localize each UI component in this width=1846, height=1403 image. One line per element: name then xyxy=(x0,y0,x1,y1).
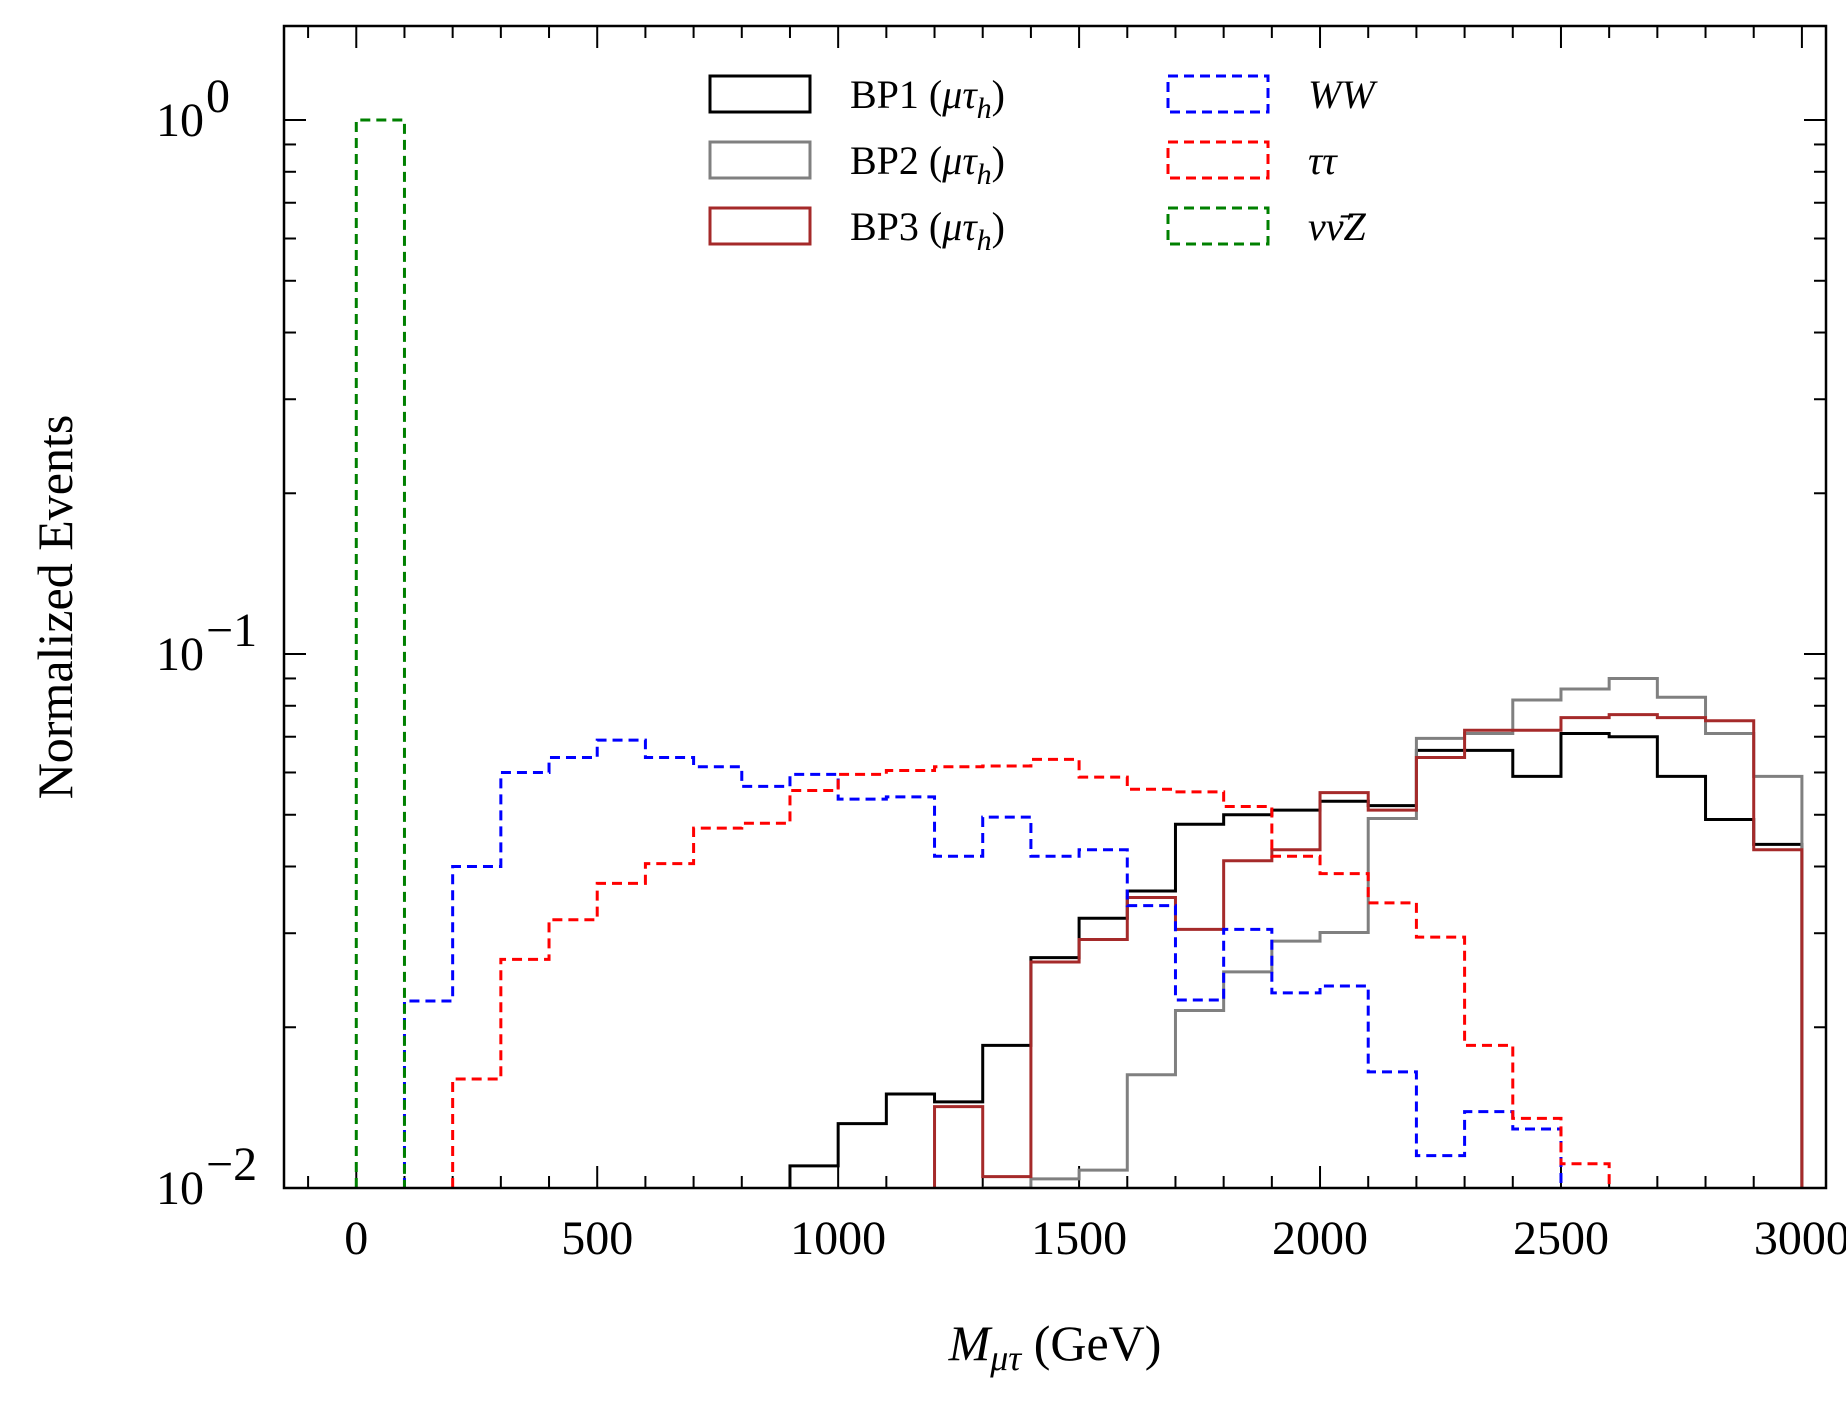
legend-label-vvz: νν̄Z xyxy=(1308,204,1367,249)
series-bp1-line xyxy=(788,731,1804,1188)
x-tick-label: 1500 xyxy=(1031,1212,1127,1265)
series-layer xyxy=(354,118,1804,1188)
series-vvz-line xyxy=(354,118,406,1188)
y-tick-label-exponent: 0 xyxy=(206,70,230,123)
legend: BP1 (μτh) BP2 (μτh) BP3 (μτh) WW ττ νν̄Z xyxy=(708,72,1378,257)
x-tick-label: 500 xyxy=(561,1212,633,1265)
x-axis-title-unit: (GeV) xyxy=(1021,1315,1161,1371)
x-axis-title: Mμτ (GeV) xyxy=(948,1315,1162,1378)
legend-handle-bp3 xyxy=(708,206,812,246)
x-tick-label: 0 xyxy=(344,1212,368,1265)
x-axis-title-symbol: M xyxy=(948,1315,993,1371)
y-tick-label-exponent: −1 xyxy=(206,604,257,657)
legend-handle-ww xyxy=(1166,74,1270,114)
y-tick-label: 10 xyxy=(156,1162,204,1215)
x-axis-title-subscript: μτ xyxy=(989,1338,1022,1378)
legend-handle-bp2 xyxy=(708,140,812,180)
x-tick-label: 1000 xyxy=(790,1212,886,1265)
legend-handle-tautau xyxy=(1166,140,1270,180)
series-bp3-line xyxy=(933,713,1804,1188)
x-tick-label: 2000 xyxy=(1272,1212,1368,1265)
series-ww-line xyxy=(402,738,1563,1188)
series-tautau-line xyxy=(451,757,1611,1188)
legend-label-bp1: BP1 (μτh) xyxy=(850,72,1005,125)
x-tick-label: 2500 xyxy=(1513,1212,1609,1265)
y-tick-label-exponent: −2 xyxy=(206,1138,257,1191)
y-tick-label: 10 xyxy=(156,628,204,681)
x-tick-label: 3000 xyxy=(1754,1212,1846,1265)
legend-handle-vvz xyxy=(1166,206,1270,246)
y-axis-title: Normalized Events xyxy=(27,415,83,800)
y-tick-label: 10 xyxy=(156,94,204,147)
plot-frame xyxy=(282,24,1828,1190)
legend-label-ww: WW xyxy=(1308,72,1378,117)
legend-label-bp2: BP2 (μτh) xyxy=(850,138,1005,191)
legend-handle-bp1 xyxy=(708,74,812,114)
legend-label-bp3: BP3 (μτh) xyxy=(850,204,1005,257)
series-bp2-line xyxy=(982,676,1804,1188)
legend-label-tautau: ττ xyxy=(1308,138,1338,183)
axis-ticks xyxy=(284,26,1826,1189)
